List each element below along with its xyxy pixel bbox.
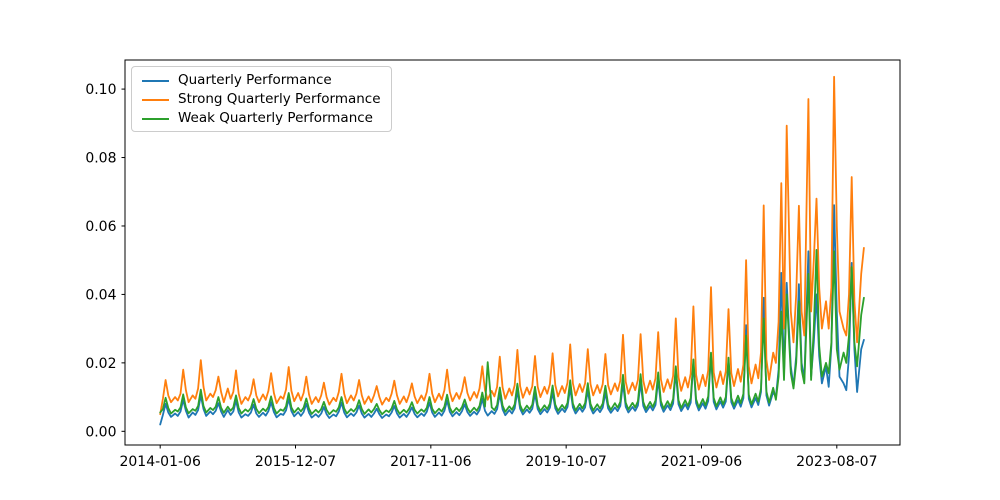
chart-legend: Quarterly Performance Strong Quarterly P… (131, 66, 392, 132)
series-line-1 (159, 75, 865, 416)
legend-label-strong-quarterly: Strong Quarterly Performance (178, 91, 381, 107)
y-tick-label: 0.06 (85, 219, 116, 235)
legend-line-swatch-weak-quarterly (142, 117, 169, 120)
legend-entry-quarterly: Quarterly Performance (142, 71, 381, 90)
series-line-2 (159, 248, 865, 416)
x-tick-label: 2021-09-06 (661, 454, 742, 470)
y-tick-label: 0.04 (85, 287, 116, 303)
x-tick-label: 2015-12-07 (255, 454, 336, 470)
y-tick-label: 0.02 (85, 356, 116, 372)
legend-entry-strong-quarterly: Strong Quarterly Performance (142, 90, 381, 109)
legend-line-swatch-strong-quarterly (142, 98, 169, 101)
y-tick-label: 0.00 (85, 424, 116, 440)
x-tick-label: 2019-10-07 (525, 454, 606, 470)
series-lines-group (159, 75, 865, 426)
series-line-0 (159, 204, 865, 426)
y-tick-label: 0.10 (85, 82, 116, 98)
x-tick-label: 2014-01-06 (119, 454, 200, 470)
legend-label-quarterly: Quarterly Performance (178, 72, 332, 88)
legend-entry-weak-quarterly: Weak Quarterly Performance (142, 109, 381, 128)
y-tick-label: 0.08 (85, 151, 116, 167)
y-axis-ticks: 0.00 0.02 0.04 0.06 0.08 0.10 (85, 82, 125, 440)
x-tick-label: 2017-11-06 (390, 454, 471, 470)
axes-frame (124, 59, 901, 446)
legend-label-weak-quarterly: Weak Quarterly Performance (178, 110, 373, 126)
legend-line-swatch-quarterly (142, 79, 169, 82)
x-tick-label: 2023-08-07 (796, 454, 877, 470)
x-axis-ticks: 2014-01-06 2015-12-07 2017-11-06 2019-10-07… (119, 445, 877, 470)
